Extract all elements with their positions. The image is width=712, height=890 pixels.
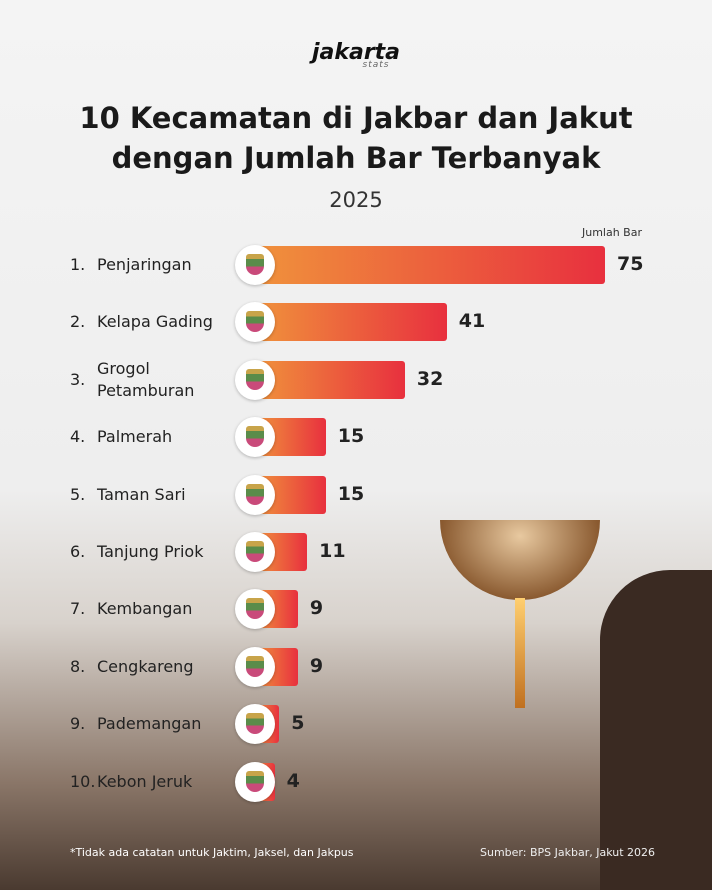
emblem (235, 532, 275, 572)
rank-label: 4. (70, 427, 86, 447)
category-label: Kembangan (97, 599, 193, 619)
category-label: Taman Sari (97, 484, 186, 504)
emblem (235, 704, 275, 745)
category-label: Kelapa Gading (97, 312, 213, 332)
value-label: 9 (309, 654, 324, 677)
value-label: 32 (416, 367, 444, 390)
rank-label: 9. (70, 714, 86, 734)
rank-label: 2. (70, 312, 86, 332)
emblem (235, 474, 275, 515)
category-label: Palmerah (97, 427, 173, 447)
rank-label: 5. (70, 484, 86, 504)
decoration (515, 598, 525, 708)
axis-label: Jumlah Bar (581, 226, 642, 239)
rank-label: 7. (70, 599, 86, 619)
category-label: Penjaringan (97, 255, 192, 274)
rank-label: 8. (70, 656, 86, 676)
brand-logo: jakarta (311, 40, 401, 65)
emblem (235, 761, 275, 802)
value-label: 15 (337, 425, 365, 448)
emblem (235, 646, 275, 687)
emblem (235, 589, 275, 630)
value-label: 75 (617, 253, 644, 275)
bar (256, 303, 447, 342)
value-label: 5 (291, 712, 305, 735)
category-label: Kebon Jeruk (97, 771, 193, 791)
chart-title: 10 Kecamatan di Jakbar dan Jakut dengan … (79, 101, 633, 175)
emblem (235, 359, 275, 400)
emblem (235, 417, 275, 458)
rank-label: 1. (70, 255, 86, 274)
chart-subtitle: 2025 (329, 188, 383, 212)
value-label: 15 (337, 482, 365, 505)
rank-label: 10. (70, 771, 96, 791)
decoration (600, 570, 712, 890)
source: Sumber: BPS Jakbar, Jakut 2026 (480, 846, 655, 859)
value-label: 41 (458, 310, 486, 333)
bar (256, 360, 405, 399)
emblem (235, 245, 275, 285)
rank-label: 6. (70, 542, 86, 561)
value-label: 11 (319, 540, 346, 562)
footnote: *Tidak ada catatan untuk Jaktim, Jaksel,… (70, 846, 354, 859)
emblem (235, 302, 275, 343)
category-label: Grogol Petamburan (97, 358, 195, 400)
value-label: 9 (309, 597, 324, 620)
category-label: Tanjung Priok (97, 542, 204, 561)
value-label: 4 (286, 769, 300, 792)
decoration (440, 520, 600, 600)
bar (256, 246, 605, 284)
rank-label: 3. (70, 369, 86, 389)
category-label: Cengkareng (97, 656, 194, 676)
category-label: Pademangan (97, 714, 202, 734)
brand-sub: stats (362, 60, 390, 70)
